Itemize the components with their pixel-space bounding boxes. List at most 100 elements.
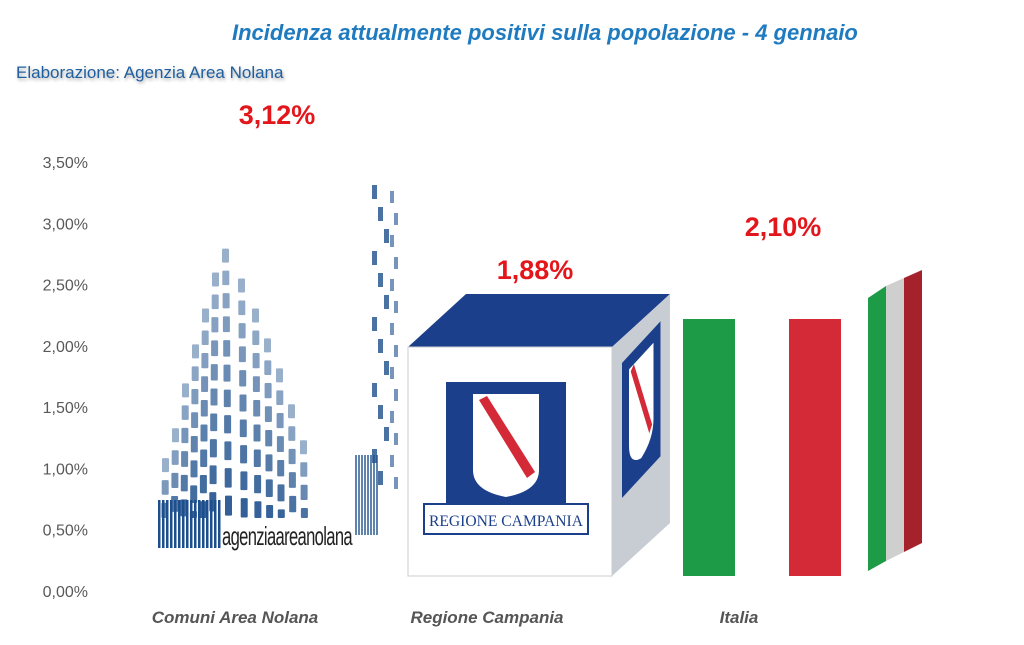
logo-segment xyxy=(394,477,398,489)
logo-segment xyxy=(276,368,283,383)
logo-stripe xyxy=(198,500,201,548)
side-logo xyxy=(622,321,661,498)
logo-segment xyxy=(288,448,296,465)
logo-segment xyxy=(190,485,198,503)
x-category-label: Regione Campania xyxy=(410,608,563,627)
logo-segment xyxy=(264,383,272,399)
logo-segment xyxy=(394,433,398,445)
logo-segment xyxy=(277,509,285,518)
logo-segment xyxy=(201,376,209,393)
logo-stripe xyxy=(170,500,173,548)
logo-stripe xyxy=(186,500,189,548)
flag-green-stripe xyxy=(683,319,735,576)
y-tick-label: 0,50% xyxy=(43,523,88,540)
logo-segment xyxy=(254,501,262,518)
logo-segment xyxy=(240,471,248,491)
logo-segment xyxy=(199,475,207,494)
logo-segment xyxy=(264,338,271,353)
logo-segment xyxy=(394,345,398,357)
bar-side-face xyxy=(355,185,398,535)
logo-segment xyxy=(253,449,261,468)
logo-segment xyxy=(223,389,231,408)
logo-stripe xyxy=(210,500,213,548)
bar-top-face xyxy=(408,294,670,347)
logo-segment xyxy=(222,248,229,263)
logo-stripe xyxy=(178,500,181,548)
logo-segment xyxy=(222,270,230,286)
logo-segment xyxy=(264,406,272,423)
logo-segment xyxy=(223,364,231,382)
logo-segment xyxy=(276,390,284,405)
logo-segment xyxy=(390,455,394,467)
logo-segment xyxy=(266,505,274,518)
logo-segment xyxy=(191,412,199,428)
logo-segment xyxy=(224,415,232,434)
logo-segment xyxy=(240,498,248,518)
logo-segment xyxy=(372,383,377,397)
logo-segment xyxy=(288,472,296,488)
logo-segment xyxy=(384,427,389,441)
logo-segment xyxy=(190,435,198,453)
logo-segment xyxy=(225,495,232,516)
logo-segment xyxy=(212,272,219,287)
logo-segment xyxy=(171,450,179,465)
logo-segment xyxy=(211,317,219,333)
y-tick-label: 2,50% xyxy=(43,278,88,295)
y-tick-label: 3,50% xyxy=(43,155,88,172)
logo-segment xyxy=(224,441,232,461)
flag-white-stripe xyxy=(735,319,789,576)
logo-segment xyxy=(288,404,295,419)
logo-segment xyxy=(253,400,261,417)
value-labels: 3,12% 1,88% 2,10% xyxy=(239,100,822,285)
y-axis: 0,00% 0,50% 1,00% 1,50% 2,00% 2,50% 3,00% 3,50% xyxy=(43,155,88,601)
logo-label-box xyxy=(423,503,589,535)
logo-segment xyxy=(211,294,219,310)
logo-segment xyxy=(300,508,308,518)
logo-segment xyxy=(289,495,297,513)
logo-shield xyxy=(473,394,539,498)
logo-band xyxy=(630,364,653,434)
logo-segment xyxy=(239,394,247,412)
logo-segment xyxy=(288,426,296,441)
logo-stripe xyxy=(162,500,165,548)
logo-segment xyxy=(394,301,398,313)
x-category-label: Comuni Area Nolana xyxy=(152,608,319,627)
logo-segment xyxy=(201,330,209,346)
logo-segment xyxy=(200,400,208,417)
logo-segment xyxy=(384,295,389,309)
logo-segment xyxy=(378,207,383,221)
logo-segment xyxy=(265,430,273,447)
logo-segment xyxy=(378,273,383,287)
logo-segment xyxy=(180,474,188,492)
logo-segment xyxy=(390,411,394,423)
logo-stripe xyxy=(202,500,205,548)
logo-segment xyxy=(210,413,218,432)
logo-segment xyxy=(202,308,209,323)
logo-wordmark: agenziaareanolana xyxy=(222,521,353,551)
logo-segment xyxy=(378,339,383,353)
logo-segment xyxy=(265,479,273,498)
logo-segment xyxy=(265,454,273,472)
logo-stripe xyxy=(166,500,169,548)
y-tick-label: 0,00% xyxy=(43,584,88,601)
logo-stripe xyxy=(376,455,378,535)
logo-segment xyxy=(192,344,199,359)
logo-segment xyxy=(171,472,179,489)
logo-segment xyxy=(390,191,394,203)
logo-stripe xyxy=(182,500,185,548)
logo-segment xyxy=(252,353,260,369)
flag-red-stripe xyxy=(789,319,841,576)
logo-segment xyxy=(394,257,398,269)
logo-segment xyxy=(201,353,209,369)
logo-segment xyxy=(394,213,398,225)
logo-stripe xyxy=(206,500,209,548)
logo-segment xyxy=(223,340,231,357)
logo-segment xyxy=(277,459,285,477)
logo-segment xyxy=(238,323,246,339)
logo-segment xyxy=(191,388,199,405)
y-tick-label: 2,00% xyxy=(43,339,88,356)
logo-segment xyxy=(276,412,284,429)
logo-segment xyxy=(161,480,169,495)
logo-segment xyxy=(200,449,208,468)
logo-segment xyxy=(191,366,199,381)
